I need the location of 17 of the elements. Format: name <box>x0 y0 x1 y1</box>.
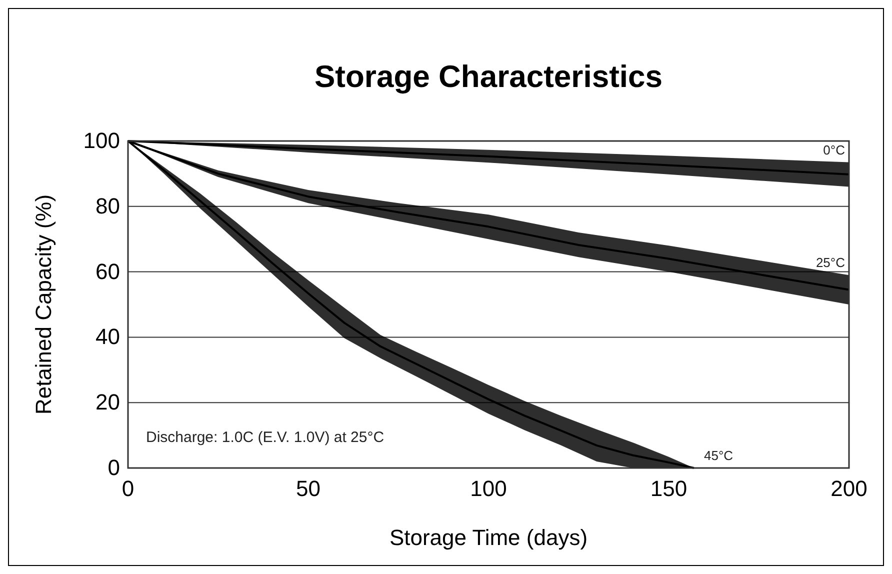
x-tick-label: 100 <box>470 476 507 501</box>
chart-title: Storage Characteristics <box>314 59 663 94</box>
x-tick-label: 150 <box>650 476 688 501</box>
x-tick-label: 200 <box>830 476 868 501</box>
x-axis-title: Storage Time (days) <box>389 525 588 550</box>
y-tick-label: 40 <box>96 324 120 350</box>
y-axis-title: Retained Capacity (%) <box>31 194 56 415</box>
y-tick-label: 80 <box>96 193 120 218</box>
y-tick-label: 60 <box>96 258 120 284</box>
x-tick-label: 50 <box>296 476 320 501</box>
y-tick-label: 0 <box>108 455 120 480</box>
y-tick-label: 20 <box>96 390 120 415</box>
series-label: 0°C <box>823 142 845 158</box>
annotation: Discharge: 1.0C (E.V. 1.0V) at 25°C <box>146 429 384 446</box>
series-label: 45°C <box>704 448 734 463</box>
y-tick-label: 100 <box>83 128 120 153</box>
series-label: 25°C <box>816 255 845 270</box>
